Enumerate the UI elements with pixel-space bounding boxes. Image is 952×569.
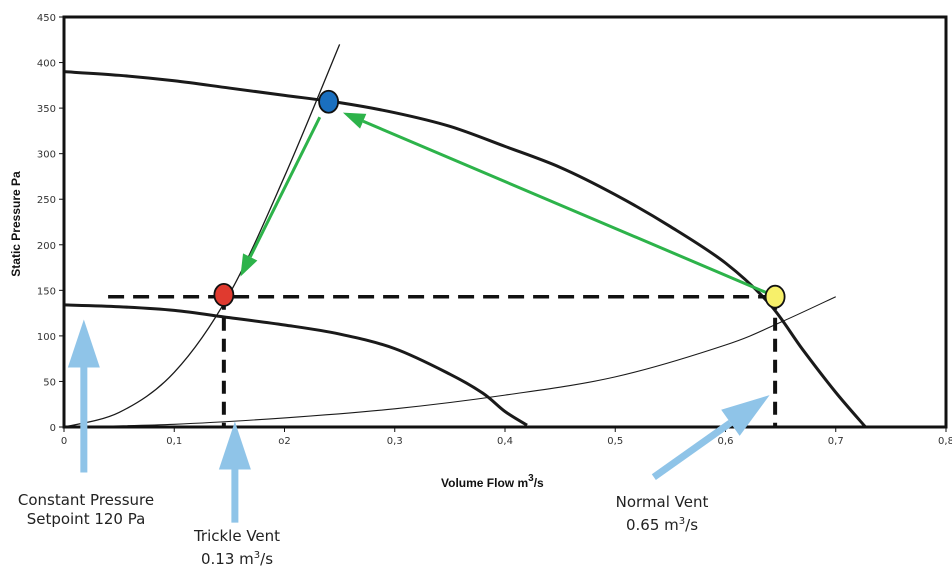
x-tick-label: 0,8 bbox=[938, 436, 952, 447]
x-tick-label: 0 bbox=[61, 436, 67, 447]
y-tick-label: 0 bbox=[50, 423, 56, 434]
series-line-1 bbox=[63, 70, 867, 428]
green-arrow-head bbox=[342, 112, 367, 129]
y-tick-label: 250 bbox=[37, 195, 56, 206]
x-tick-label: o2 bbox=[278, 436, 290, 447]
x-tick-label: 0,6 bbox=[718, 436, 734, 447]
x-tick-label: 0,4 bbox=[497, 436, 513, 447]
x-tick-label: 0,3 bbox=[387, 436, 403, 447]
y-tick-label: 300 bbox=[37, 150, 56, 161]
normal-vent-annotation: Normal Vent 0.65 m3/s bbox=[602, 493, 722, 535]
constant-pressure-annotation: Constant Pressure Setpoint 120 Pa bbox=[6, 491, 166, 529]
x-tick-label: 0,7 bbox=[828, 436, 844, 447]
trickle-vent-line2: 0.13 m3/s bbox=[200, 550, 274, 568]
blue-arrow-head bbox=[218, 421, 251, 470]
y-tick-label: 50 bbox=[43, 377, 56, 388]
y-axis-label: Static Pressure Pa bbox=[9, 171, 23, 277]
y-tick-label: 350 bbox=[37, 104, 56, 115]
blue-arrow-head bbox=[721, 395, 770, 436]
x-tick-label: 0,5 bbox=[607, 436, 623, 447]
y-tick-label: 200 bbox=[37, 241, 56, 252]
x-tick-label: 0,1 bbox=[166, 436, 182, 447]
y-tick-label: 100 bbox=[37, 332, 56, 343]
green-arrow-shaft bbox=[248, 116, 322, 258]
operating-point-2 bbox=[318, 89, 340, 114]
series-line-4 bbox=[63, 296, 836, 428]
y-tick-label: 150 bbox=[37, 286, 56, 297]
x-axis-label: Volume Flow m3/s bbox=[441, 473, 544, 490]
normal-vent-line2: 0.65 m3/s bbox=[625, 516, 699, 534]
y-tick-label: 400 bbox=[37, 59, 56, 70]
y-tick-label: 450 bbox=[37, 13, 56, 24]
constant-pressure-line1: Constant Pressure bbox=[17, 491, 155, 509]
green-arrow-head bbox=[240, 253, 258, 277]
constant-pressure-line2: Setpoint 120 Pa bbox=[26, 510, 146, 528]
trickle-vent-line1: Trickle Vent bbox=[193, 527, 281, 545]
blue-arrow-head bbox=[67, 319, 100, 368]
normal-vent-line1: Normal Vent bbox=[615, 493, 709, 511]
blue-arrow-shaft bbox=[651, 420, 733, 480]
operating-point-3 bbox=[764, 284, 786, 309]
series-line-3 bbox=[63, 44, 341, 428]
series-line-2 bbox=[63, 303, 528, 427]
operating-point-1 bbox=[213, 282, 235, 307]
green-arrow-shaft bbox=[362, 119, 768, 295]
